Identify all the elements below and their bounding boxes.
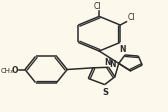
- Text: N: N: [119, 45, 126, 54]
- Text: O: O: [12, 65, 18, 74]
- Text: N: N: [109, 60, 116, 69]
- Text: N: N: [104, 57, 111, 66]
- Text: Cl: Cl: [94, 2, 101, 11]
- Text: CH₃: CH₃: [0, 67, 13, 73]
- Text: S: S: [102, 88, 109, 97]
- Text: Cl: Cl: [127, 13, 135, 22]
